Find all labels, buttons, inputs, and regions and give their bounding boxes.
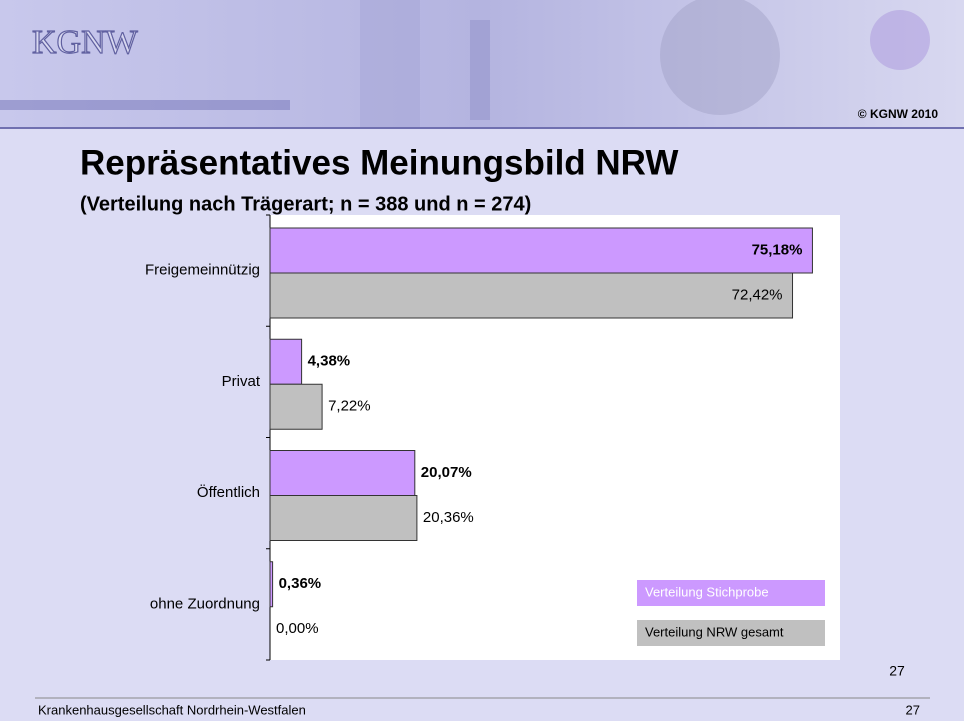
data-label: 4,38% xyxy=(308,353,351,370)
legend-swatch xyxy=(637,620,825,646)
header-deco xyxy=(0,100,290,110)
chart-subtitle: (Verteilung nach Trägerart; n = 388 und … xyxy=(80,193,531,215)
bar xyxy=(269,561,274,608)
legend-label: Verteilung Stichprobe xyxy=(645,584,769,599)
header-deco xyxy=(660,0,780,115)
y-tick-label: Freigemeinnützig xyxy=(145,262,260,279)
data-label: 20,36% xyxy=(423,509,474,526)
bar xyxy=(269,272,794,319)
header-deco xyxy=(870,10,930,70)
header-deco xyxy=(470,20,490,120)
data-label: 20,07% xyxy=(421,464,472,481)
chart-title: Repräsentatives Meinungsbild NRW xyxy=(80,143,678,182)
logo: KGNW xyxy=(32,24,139,61)
bar xyxy=(269,338,303,385)
y-tick-label: ohne Zuordnung xyxy=(150,595,260,612)
copyright: © KGNW 2010 xyxy=(858,107,939,121)
bar xyxy=(269,383,323,430)
data-label: 7,22% xyxy=(328,398,371,415)
header-deco xyxy=(360,0,420,128)
bar xyxy=(269,450,416,496)
bar xyxy=(269,495,418,541)
data-label: 0,00% xyxy=(276,620,319,637)
data-label: 75,18% xyxy=(752,241,803,258)
y-tick-label: Öffentlich xyxy=(197,483,260,501)
legend-swatch xyxy=(637,580,825,606)
legend-label: Verteilung NRW gesamt xyxy=(645,624,784,639)
y-tick-label: Privat xyxy=(222,373,261,390)
page-number: 27 xyxy=(889,663,905,679)
data-label: 72,42% xyxy=(732,286,783,303)
data-label: 0,36% xyxy=(279,575,322,592)
footer-page: 27 xyxy=(906,702,920,717)
footer-organization: Krankenhausgesellschaft Nordrhein-Westfa… xyxy=(38,702,306,717)
bar xyxy=(269,227,813,274)
